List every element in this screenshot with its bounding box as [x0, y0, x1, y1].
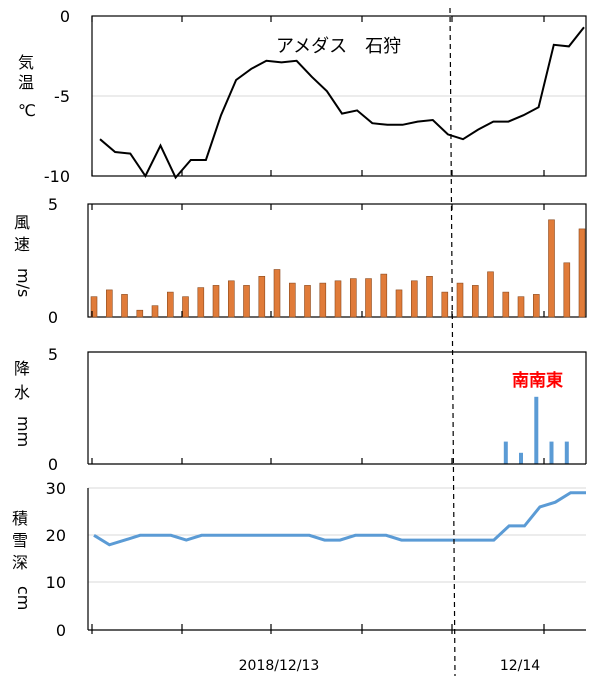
precip-bar-31: [564, 441, 569, 464]
wind-bar-21: [410, 280, 418, 318]
precip-bar-27: [503, 441, 508, 464]
wind-bar-26: [487, 271, 494, 318]
wind-bar-22: [426, 275, 433, 318]
wind-ytick-0: 0: [48, 308, 58, 327]
wind-bar-16: [334, 280, 342, 318]
wind-ytick-5: 5: [48, 195, 58, 214]
wind-bar-14: [304, 285, 311, 318]
wind-bar-9: [228, 280, 235, 318]
x-label-day2: 12/14: [500, 658, 540, 674]
precip-ytick-5: 5: [48, 345, 58, 364]
wind-ylabel-unit: m/s: [14, 268, 33, 297]
snow-ytick-0: 0: [56, 621, 66, 640]
temp-ytick-minus10: -10: [44, 167, 70, 186]
precip-bar-28: [519, 452, 523, 464]
wind-bar-5: [167, 291, 174, 318]
temp-ylabel-char-2: 温: [18, 73, 34, 92]
wind-bar-25: [471, 285, 479, 318]
wind-bar-0: [90, 296, 98, 318]
wind-bar-6: [182, 296, 189, 318]
wind-bar-30: [548, 219, 555, 318]
snow-ytick-20: 20: [46, 526, 66, 545]
wind-bar-13: [288, 282, 296, 318]
wind-bar-4: [151, 305, 159, 318]
wind-ylabel-char-1: 風: [14, 213, 30, 232]
precip-panel: 5 0 降 水 mm 南南東: [14, 345, 587, 474]
snow-series-line: [93, 491, 586, 547]
wind-bar-27: [502, 291, 510, 318]
chart-title: アメダス 石狩: [276, 36, 401, 57]
precip-ylabel-unit: mm: [14, 416, 33, 447]
wind-bars: [90, 219, 586, 318]
snow-panel: 30 20 10 0 積 雪 深 cm: [12, 479, 586, 640]
wind-bar-12: [273, 269, 281, 318]
wind-bar-19: [380, 273, 388, 318]
temp-ylabel-char-3: ℃: [18, 101, 36, 120]
snow-ylabel-char-2: 雪: [12, 531, 28, 550]
wind-bar-31: [563, 262, 571, 318]
wind-bar-10: [243, 285, 250, 318]
wind-panel: 5 0 風 速 m/s: [14, 195, 587, 327]
precip-annotation-wind-direction: 南南東: [512, 370, 563, 391]
snow-ytick-10: 10: [46, 573, 66, 592]
wind-bar-29: [532, 294, 540, 318]
wind-ylabel-char-2: 速: [14, 235, 30, 254]
wind-bar-2: [121, 294, 128, 318]
snow-ylabel-char-3: 深: [12, 553, 28, 572]
snow-ylabel-char-1: 積: [12, 509, 28, 528]
temp-ytick-minus5: -5: [54, 87, 70, 106]
wind-bar-15: [319, 282, 327, 318]
temp-plot-frame: [91, 15, 587, 177]
wind-bar-18: [365, 278, 372, 318]
precip-plot-frame: [87, 351, 587, 464]
date-boundary-dashed-line: [449, 7, 456, 677]
wind-bar-11: [258, 275, 266, 318]
wind-bar-7: [197, 287, 205, 318]
wind-bar-3: [136, 309, 144, 318]
wind-bar-23: [441, 291, 449, 318]
wind-bar-1: [106, 289, 113, 318]
precip-ylabel-char-2: 水: [14, 383, 30, 402]
precip-bars: [503, 396, 569, 464]
wind-bar-28: [517, 296, 525, 318]
x-label-day1: 2018/12/13: [239, 658, 320, 674]
wind-bar-17: [349, 278, 357, 318]
precip-bar-29: [534, 396, 539, 464]
snow-ylabel-unit: cm: [14, 586, 33, 610]
temp-ytick-0: 0: [60, 7, 70, 26]
temp-series-line: [99, 26, 585, 180]
temp-ylabel-char-1: 気: [18, 53, 34, 72]
wind-bar-24: [456, 282, 464, 318]
snow-ytick-30: 30: [46, 479, 66, 498]
precip-ytick-0: 0: [48, 455, 58, 474]
wind-bar-20: [395, 289, 403, 318]
wind-bar-32: [578, 228, 586, 318]
wind-bar-8: [212, 285, 220, 318]
temperature-panel: 0 -5 -10 気 温 ℃ アメダス 石狩: [18, 7, 587, 186]
precip-bar-30: [549, 441, 554, 464]
precip-ylabel-char-1: 降: [14, 359, 30, 378]
